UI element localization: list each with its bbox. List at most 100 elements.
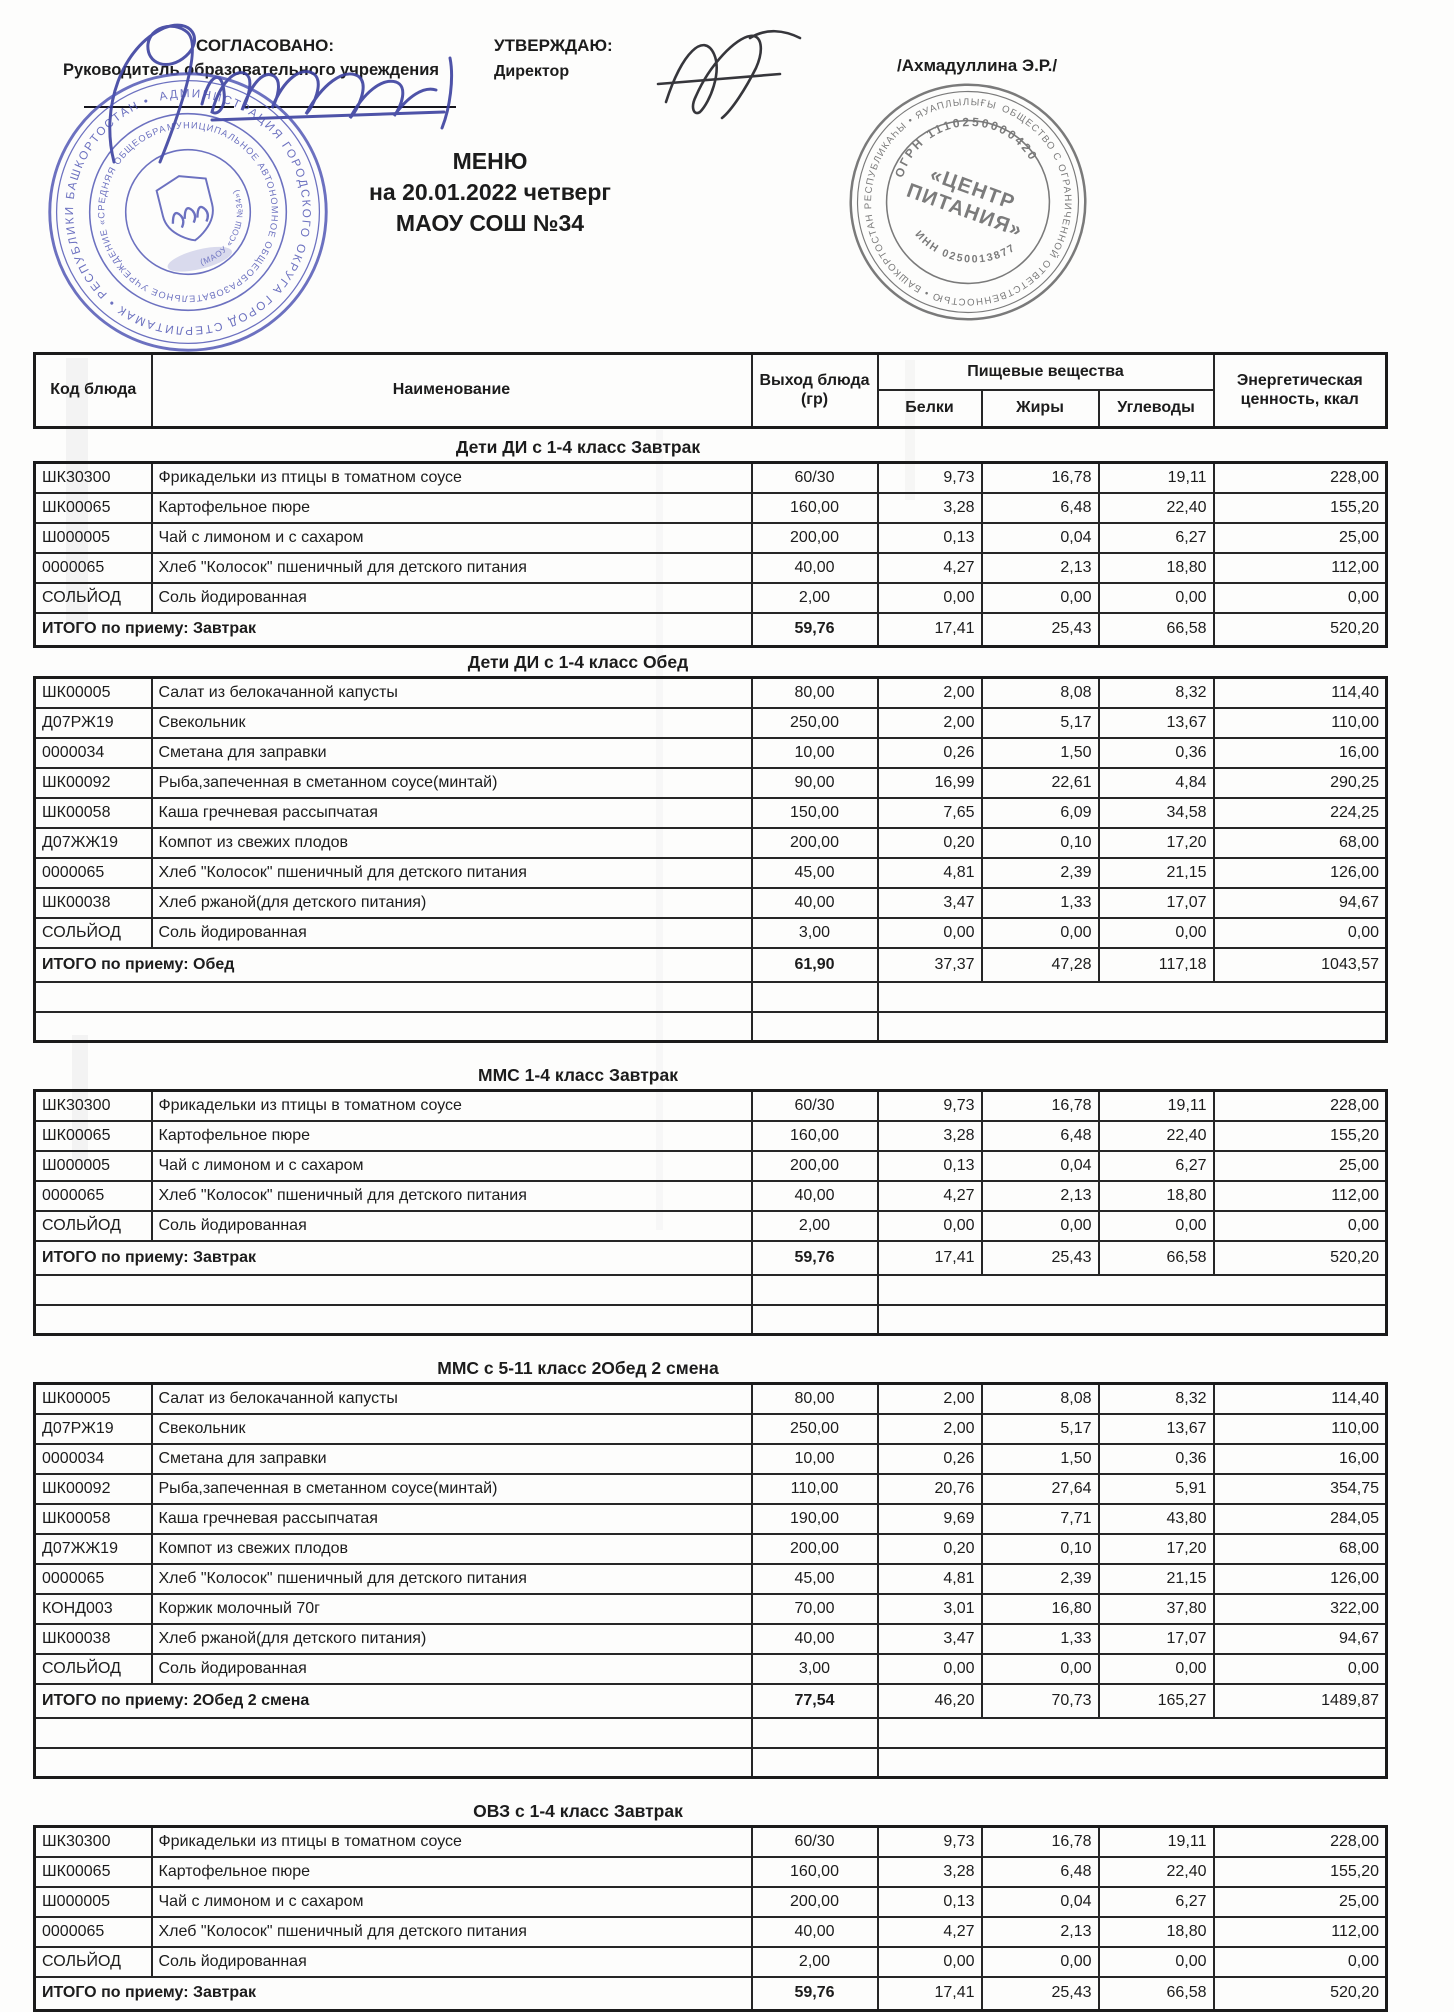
dish-row: ШК00065 Картофельное пюре 160,00 3,28 6,48 22… bbox=[33, 1119, 1388, 1152]
dish-row: Ш000005 Чай с лимоном и с сахаром 200,00 0,… bbox=[33, 1149, 1388, 1182]
director-signature bbox=[656, 29, 802, 120]
col-header-code: Код блюда bbox=[33, 352, 153, 429]
total-carbs-cell: 66,58 bbox=[1097, 611, 1215, 648]
dish-output-cell: 60/30 bbox=[750, 1089, 879, 1122]
dish-code-cell: ШК00058 bbox=[33, 1502, 153, 1535]
dish-protein-cell: 0,00 bbox=[876, 916, 983, 949]
dish-energy-cell: 112,00 bbox=[1212, 551, 1388, 584]
dish-protein-cell: 4,81 bbox=[876, 856, 983, 889]
dish-carbs-cell: 4,84 bbox=[1097, 766, 1215, 799]
dish-carbs-cell: 17,20 bbox=[1097, 1532, 1215, 1565]
dish-protein-cell: 0,13 bbox=[876, 1885, 983, 1918]
dish-carbs-cell: 17,20 bbox=[1097, 826, 1215, 859]
dish-row: 0000034 Сметана для заправки 10,00 0,26 1,50… bbox=[33, 736, 1388, 769]
dish-code-cell: СОЛЬЙОД bbox=[33, 916, 153, 949]
dish-row: ШК30300 Фрикадельки из птицы в томатном с… bbox=[33, 461, 1388, 494]
empty-cell bbox=[33, 1303, 753, 1336]
table-header-row-1: Код блюда Наименование Выход блюда (гр) … bbox=[33, 352, 1388, 429]
dish-fat-cell: 6,48 bbox=[980, 1119, 1100, 1152]
dish-code-cell: 0000065 bbox=[33, 551, 153, 584]
dish-protein-cell: 0,13 bbox=[876, 521, 983, 554]
dish-row: 0000065 Хлеб "Колосок" пшеничный для детс… bbox=[33, 1562, 1388, 1595]
dish-carbs-cell: 0,00 bbox=[1097, 581, 1215, 614]
dish-output-cell: 160,00 bbox=[750, 1855, 879, 1888]
dish-name-cell: Сметана для заправки bbox=[150, 736, 753, 769]
total-carbs-cell: 117,18 bbox=[1097, 946, 1215, 983]
dish-name-cell: Рыба,запеченная в сметанном соусе(минтай… bbox=[150, 1472, 753, 1505]
empty-cell bbox=[876, 1716, 1388, 1749]
dish-row: ШК00005 Салат из белокачанной капусты 80,0… bbox=[33, 676, 1388, 709]
dish-row: ШК00005 Салат из белокачанной капусты 80,0… bbox=[33, 1382, 1388, 1415]
dish-row: ШК00092 Рыба,запеченная в сметанном соусе… bbox=[33, 766, 1388, 799]
total-protein-cell: 17,41 bbox=[876, 1975, 983, 2012]
total-label-cell: ИТОГО по приему: Завтрак bbox=[33, 1239, 753, 1276]
dish-energy-cell: 0,00 bbox=[1212, 916, 1388, 949]
empty-cell bbox=[33, 1746, 753, 1779]
dish-output-cell: 200,00 bbox=[750, 1885, 879, 1918]
empty-cell bbox=[750, 1273, 879, 1306]
dish-code-cell: ШК30300 bbox=[33, 1089, 153, 1122]
dish-row: КОНД003 Коржик молочный 70г 70,00 3,01 16,80… bbox=[33, 1592, 1388, 1625]
dish-name-cell: Картофельное пюре bbox=[150, 1119, 753, 1152]
section-title: ММС с 5-11 класс 2Обед 2 смена bbox=[437, 1358, 719, 1378]
dish-carbs-cell: 19,11 bbox=[1097, 461, 1215, 494]
menu-section-table: ШК30300 Фрикадельки из птицы в томатном с… bbox=[33, 1089, 1388, 1336]
dish-code-cell: ШК30300 bbox=[33, 461, 153, 494]
dish-fat-cell: 0,00 bbox=[980, 581, 1100, 614]
total-output-cell: 77,54 bbox=[750, 1682, 879, 1719]
dish-fat-cell: 22,61 bbox=[980, 766, 1100, 799]
dish-output-cell: 160,00 bbox=[750, 1119, 879, 1152]
dish-carbs-cell: 18,80 bbox=[1097, 1179, 1215, 1212]
table-header-row-2: Белки Жиры Углеводы bbox=[35, 388, 1387, 429]
dish-energy-cell: 68,00 bbox=[1212, 1532, 1388, 1565]
dish-row: 0000065 Хлеб "Колосок" пшеничный для детс… bbox=[33, 1179, 1388, 1212]
dish-code-cell: 0000065 bbox=[33, 1562, 153, 1595]
dish-fat-cell: 6,48 bbox=[980, 491, 1100, 524]
dish-name-cell: Хлеб "Колосок" пшеничный для детского пи… bbox=[150, 551, 753, 584]
section-total-row: ИТОГО по приему: Обед 61,90 37,37 47,28 117,… bbox=[33, 946, 1388, 983]
dish-protein-cell: 2,00 bbox=[876, 676, 983, 709]
dish-fat-cell: 0,10 bbox=[980, 1532, 1100, 1565]
dish-code-cell: Д07ЖЖ19 bbox=[33, 1532, 153, 1565]
dish-code-cell: ШК00038 bbox=[33, 1622, 153, 1655]
dish-carbs-cell: 8,32 bbox=[1097, 676, 1215, 709]
total-label-cell: ИТОГО по приему: Обед bbox=[33, 946, 753, 983]
section-title: Дети ДИ с 1-4 класс Завтрак bbox=[455, 437, 701, 457]
dish-carbs-cell: 0,00 bbox=[1097, 1945, 1215, 1978]
dish-code-cell: ШК00092 bbox=[33, 1472, 153, 1505]
dish-protein-cell: 0,00 bbox=[876, 1945, 983, 1978]
dish-protein-cell: 4,27 bbox=[876, 551, 983, 584]
total-fat-cell: 25,43 bbox=[980, 611, 1100, 648]
dish-name-cell: Хлеб "Колосок" пшеничный для детского пи… bbox=[150, 1562, 753, 1595]
dish-name-cell: Хлеб "Колосок" пшеничный для детского пи… bbox=[150, 1915, 753, 1948]
dish-energy-cell: 155,20 bbox=[1212, 491, 1388, 524]
dish-fat-cell: 6,48 bbox=[980, 1855, 1100, 1888]
dish-carbs-cell: 8,32 bbox=[1097, 1382, 1215, 1415]
empty-row bbox=[33, 1010, 1388, 1043]
school-emblem bbox=[155, 175, 232, 272]
dish-output-cell: 40,00 bbox=[750, 1622, 879, 1655]
dish-fat-cell: 16,78 bbox=[980, 1089, 1100, 1122]
dish-protein-cell: 3,28 bbox=[876, 491, 983, 524]
dish-code-cell: СОЛЬЙОД bbox=[33, 1209, 153, 1242]
dish-carbs-cell: 13,67 bbox=[1097, 706, 1215, 739]
dish-fat-cell: 0,00 bbox=[980, 1209, 1100, 1242]
dish-output-cell: 200,00 bbox=[750, 521, 879, 554]
dish-protein-cell: 4,81 bbox=[876, 1562, 983, 1595]
dish-row: Д07ЖЖ19 Компот из свежих плодов 200,00 0,20… bbox=[33, 1532, 1388, 1565]
dish-code-cell: ШК00038 bbox=[33, 886, 153, 919]
dish-fat-cell: 2,39 bbox=[980, 1562, 1100, 1595]
dish-output-cell: 250,00 bbox=[750, 1412, 879, 1445]
dish-energy-cell: 228,00 bbox=[1212, 1825, 1388, 1858]
dish-carbs-cell: 0,00 bbox=[1097, 916, 1215, 949]
col-header-nutrients: Пищевые вещества bbox=[876, 352, 1215, 391]
dish-row: Д07РЖ19 Свекольник 250,00 2,00 5,17 13,67 110,… bbox=[33, 706, 1388, 739]
dish-output-cell: 160,00 bbox=[750, 491, 879, 524]
dish-fat-cell: 8,08 bbox=[980, 1382, 1100, 1415]
dish-code-cell: Ш000005 bbox=[33, 1885, 153, 1918]
dish-protein-cell: 0,20 bbox=[876, 1532, 983, 1565]
dish-output-cell: 10,00 bbox=[750, 1442, 879, 1475]
menu-section-table: ШК00005 Салат из белокачанной капусты 80,0… bbox=[33, 1382, 1388, 1779]
total-output-cell: 59,76 bbox=[750, 1975, 879, 2012]
